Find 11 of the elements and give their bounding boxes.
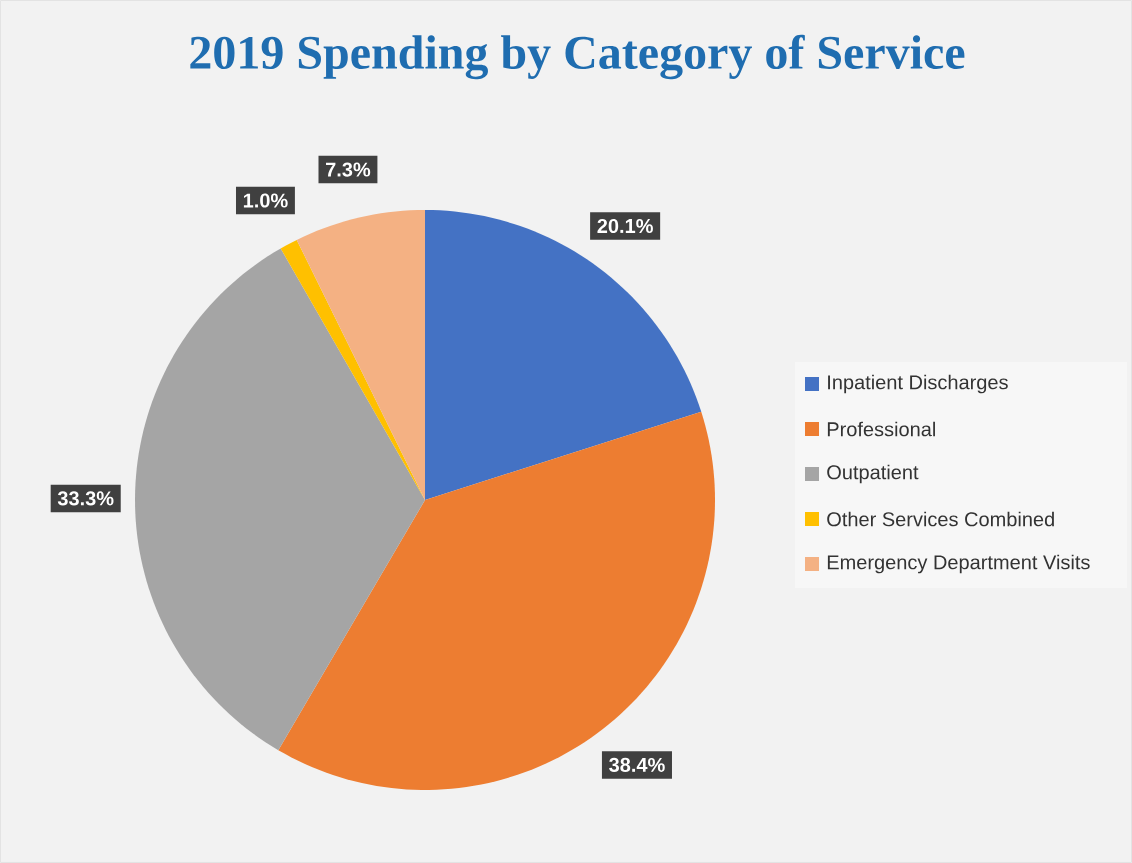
legend-label: Professional	[827, 421, 935, 437]
chart-title: 2019 Spending by Category of Service	[190, 34, 965, 80]
data-label: 33.3%	[57, 491, 114, 506]
legend-label: Other Services Combined	[827, 511, 1054, 527]
data-label: 7.3%	[326, 162, 371, 177]
data-label: 1.0%	[243, 193, 288, 208]
data-label: 38.4%	[609, 757, 665, 773]
data-label: 20.1%	[597, 218, 653, 234]
legend-label: Outpatient	[827, 464, 919, 484]
legend-label: Emergency Department Visits	[827, 554, 1090, 574]
legend-label: Inpatient Discharges	[828, 374, 1008, 394]
